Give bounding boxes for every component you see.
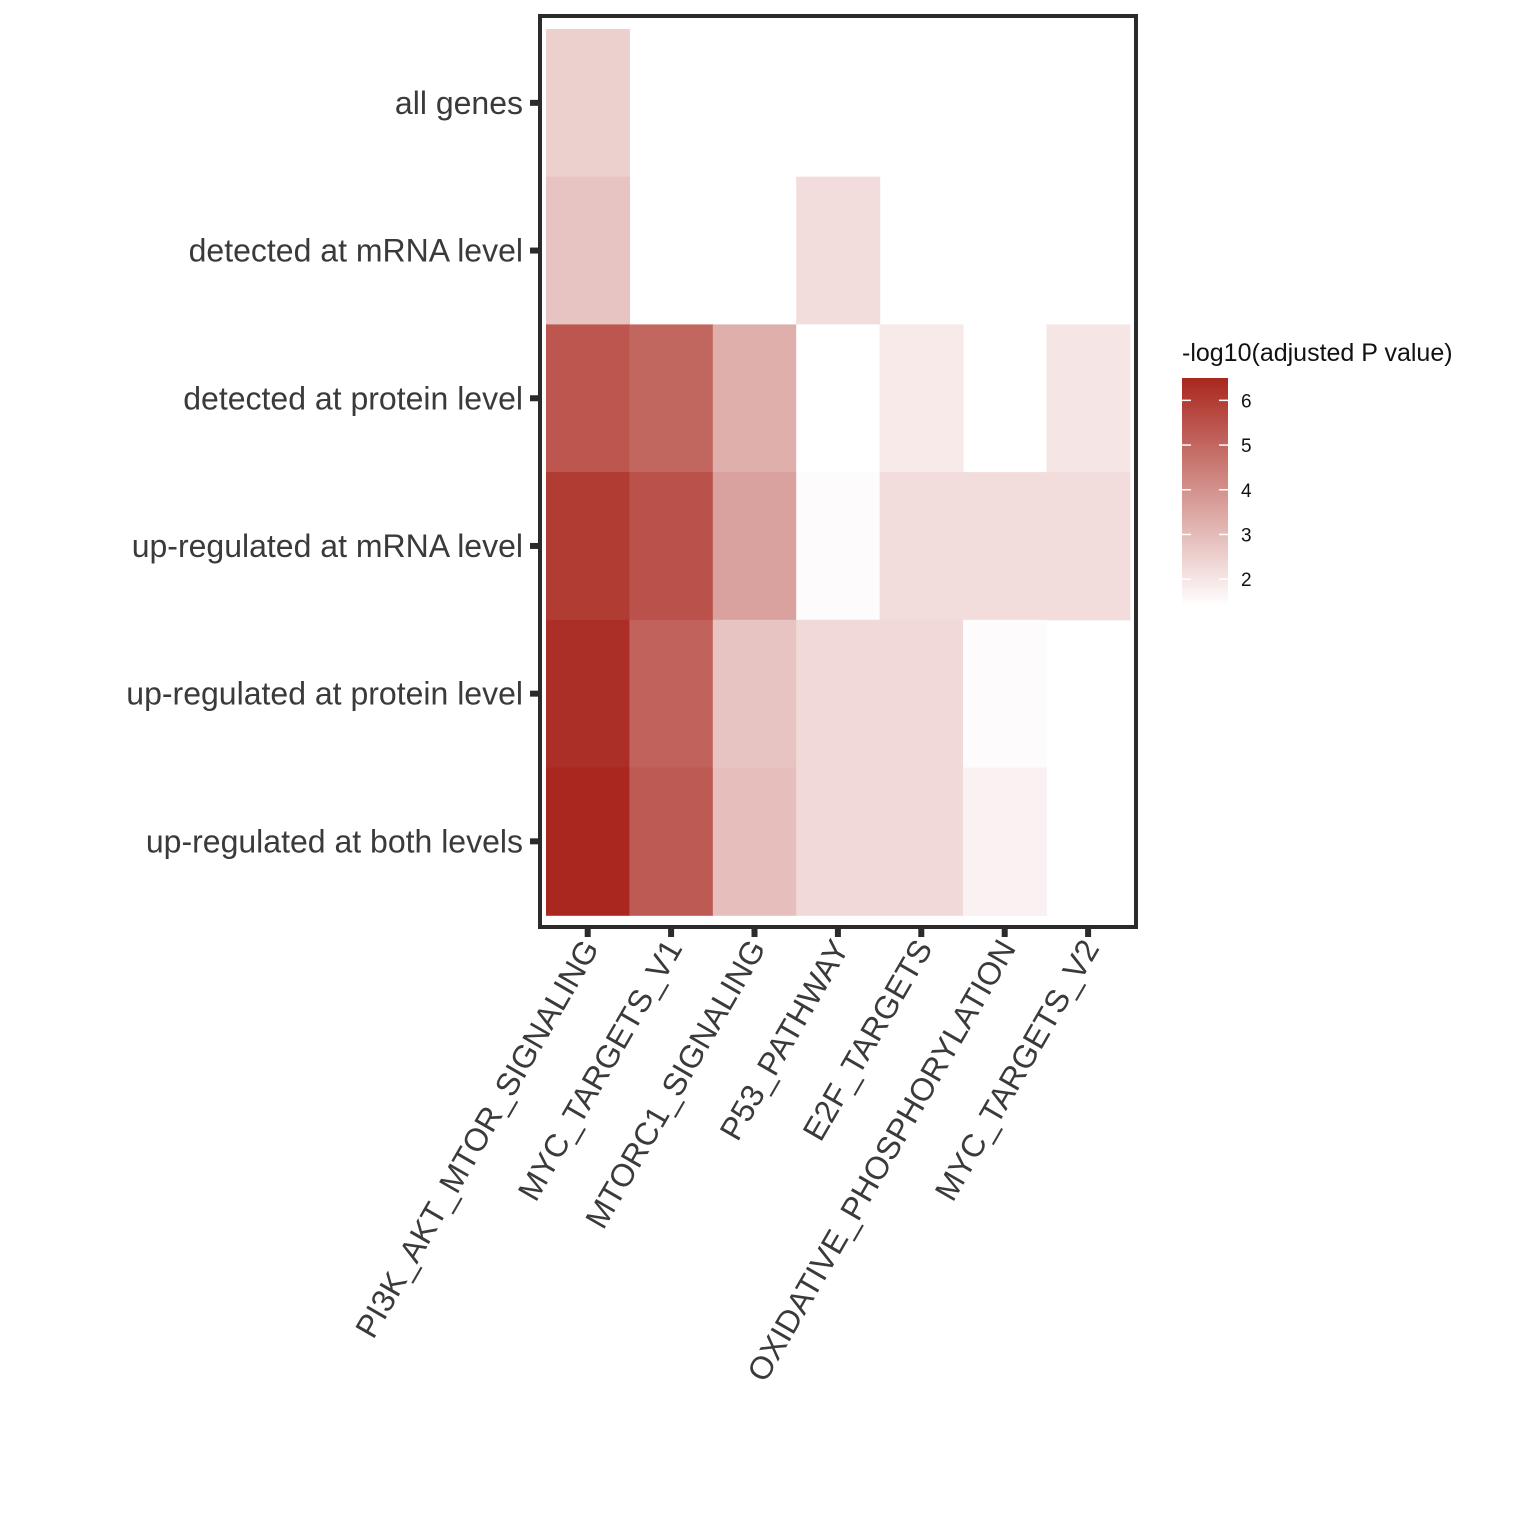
legend-tick-label: 3 — [1241, 525, 1252, 546]
heatmap-cell — [712, 472, 797, 621]
x-axis-label: MYC_TARGETS_V2 — [928, 934, 1106, 1207]
heatmap-cell — [796, 176, 881, 325]
heatmap-cell — [629, 472, 714, 621]
heatmap-cell — [1046, 472, 1131, 621]
y-axis-label: up-regulated at protein level — [126, 676, 523, 712]
y-axis: all genes detected at mRNA level detected … — [126, 85, 540, 859]
legend-tick-label: 6 — [1241, 391, 1252, 412]
heatmap-cell — [629, 767, 714, 916]
heatmap-cell — [796, 767, 881, 916]
legend-ticks: 2 3 4 5 6 — [1182, 391, 1252, 591]
legend-tick-label: 5 — [1241, 436, 1252, 457]
heatmap-cell — [796, 619, 881, 769]
heatmap-cell — [546, 619, 630, 769]
heatmap-cell — [796, 324, 881, 473]
heatmap-cells — [546, 29, 1131, 916]
heatmap-cell — [963, 767, 1047, 916]
heatmap-cell — [546, 767, 630, 916]
y-axis-label: up-regulated at mRNA level — [132, 528, 523, 564]
y-axis-label: detected at protein level — [183, 380, 523, 416]
y-axis-label: all genes — [395, 85, 523, 121]
heatmap-cell — [879, 472, 964, 621]
x-axis: PI3K_AKT_MTOR_SIGNALINGMYC_TARGETS_V1MTO… — [348, 927, 1106, 1387]
legend-tick-label: 4 — [1241, 481, 1252, 502]
heatmap-cell — [712, 767, 797, 916]
heatmap-cell — [879, 619, 964, 769]
legend-colorbar — [1182, 378, 1228, 606]
legend-title: -log10(adjusted P value) — [1182, 339, 1453, 367]
heatmap-cell — [963, 619, 1047, 769]
heatmap-cell — [1046, 324, 1131, 473]
heatmap-cell — [879, 767, 964, 916]
heatmap-cell — [879, 324, 964, 473]
heatmap-cell — [546, 29, 630, 178]
heatmap-cell — [546, 324, 630, 473]
heatmap-cell — [963, 472, 1047, 621]
legend-tick-label: 2 — [1241, 570, 1252, 591]
heatmap-cell — [712, 324, 797, 473]
heatmap-cell — [546, 472, 630, 621]
heatmap-cell — [629, 324, 714, 473]
color-legend: -log10(adjusted P value) 2 3 4 5 6 — [1182, 339, 1453, 606]
y-axis-label: detected at mRNA level — [189, 233, 523, 269]
heatmap-cell — [796, 472, 881, 621]
heatmap-cell — [629, 619, 714, 769]
heatmap-cell — [546, 176, 630, 325]
heatmap-cell — [712, 619, 797, 769]
y-axis-label: up-regulated at both levels — [146, 823, 523, 859]
